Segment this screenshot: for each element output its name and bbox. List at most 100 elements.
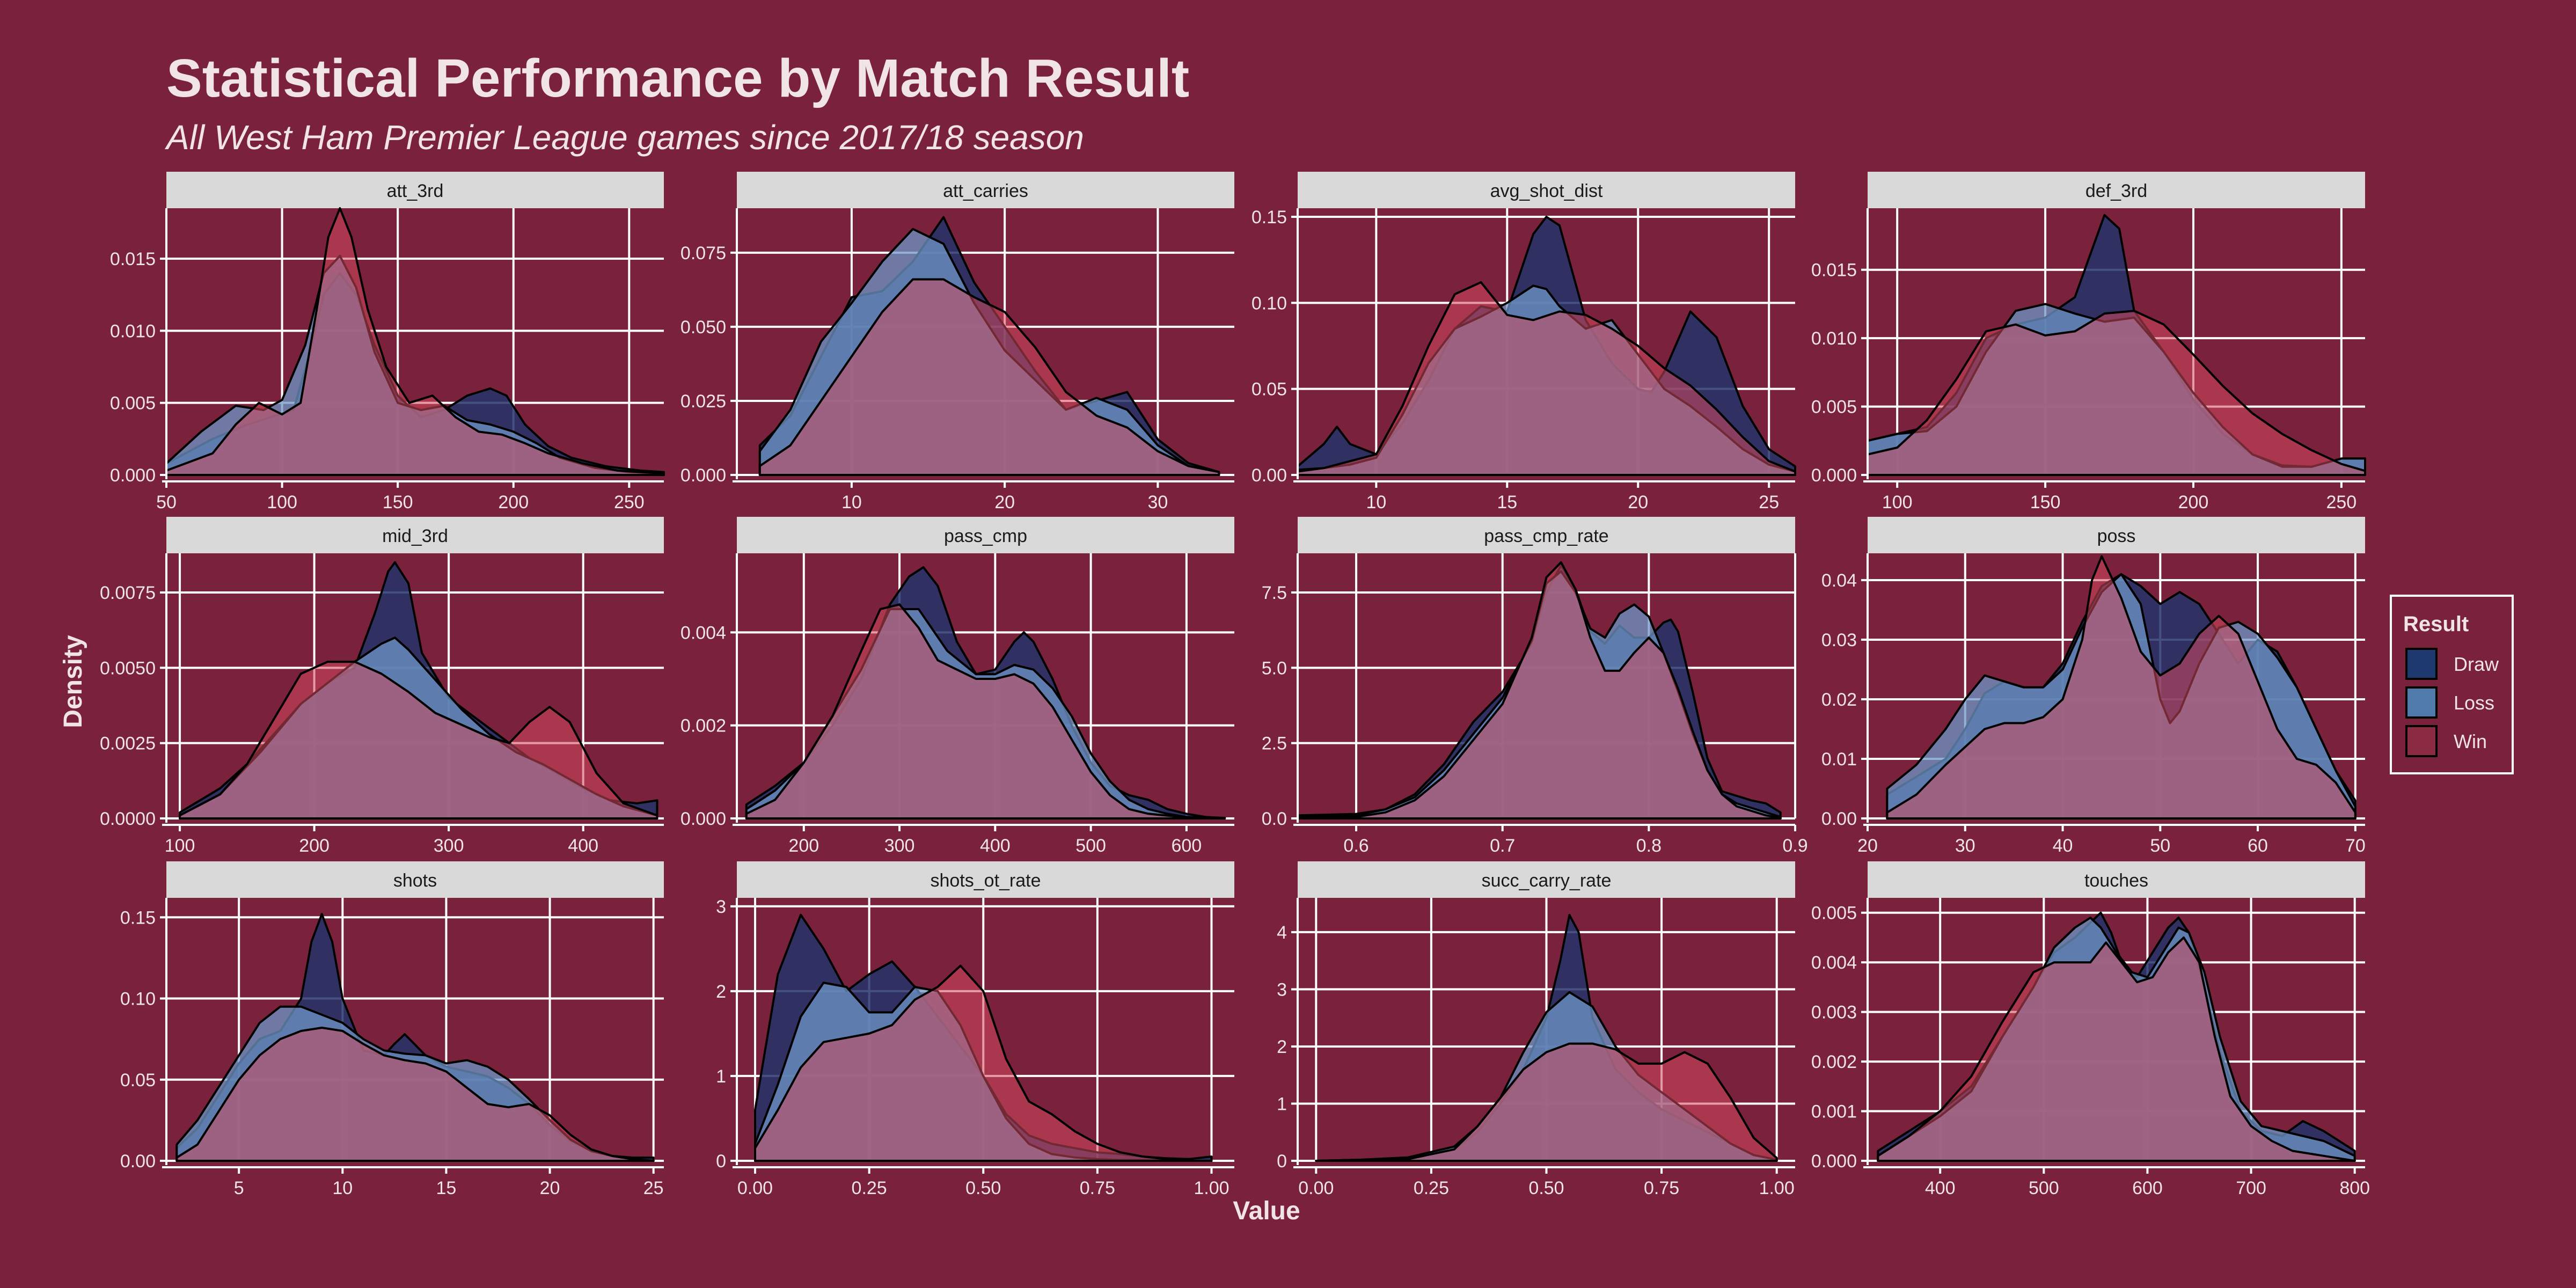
y-tick-label: 0.00 [1821, 809, 1857, 829]
facet-strip [1868, 517, 2365, 553]
facet-touches: touches 400 500 600 700 800 0.000 0.001 0.002 0.0… [1811, 861, 2370, 1198]
x-tick-label: 1.00 [1759, 1178, 1795, 1198]
facet-strip [166, 172, 664, 208]
facet-pass-cmp-rate: pass_cmp_rate 0.6 0.7 0.8 0.9 0.0 2.5 5.0 7.5 [1262, 517, 1808, 856]
y-tick-label: 0.000 [680, 809, 726, 829]
x-tick-label: 1.00 [1194, 1178, 1229, 1198]
x-tick-label: 50 [156, 492, 177, 513]
y-tick-label: 2.5 [1262, 734, 1287, 754]
density-area-win [175, 1027, 655, 1162]
x-tick-label: 800 [2339, 1178, 2370, 1198]
density-area-win [1886, 555, 2357, 819]
facet-strip-label: att_carries [943, 181, 1028, 201]
x-axis-title: Value [1233, 1197, 1300, 1225]
x-tick-label: 250 [614, 492, 645, 513]
y-axis-title: Density [59, 635, 87, 728]
x-tick-label: 50 [2150, 836, 2170, 856]
y-tick-label: 0.05 [1252, 379, 1287, 400]
y-tick-label: 0.000 [680, 465, 726, 486]
facet-strip [1868, 861, 2365, 898]
facet-strip-label: shots [393, 870, 437, 891]
x-tick-label: 10 [332, 1178, 353, 1198]
y-tick-label: 2 [1277, 1037, 1287, 1057]
facet-avg-shot-dist: avg_shot_dist 10 15 20 25 0.00 0.05 0.10 0.15 [1252, 172, 1796, 513]
x-tick-label: 200 [498, 492, 529, 513]
x-tick-label: 100 [165, 836, 195, 856]
x-tick-label: 600 [1171, 836, 1202, 856]
y-tick-label: 0.15 [120, 908, 156, 928]
facet-strip [737, 172, 1234, 208]
facet-strip-label: shots_ot_rate [930, 870, 1041, 891]
facet-strip-label: pass_cmp_rate [1484, 526, 1608, 546]
y-tick-label: 0.10 [1252, 293, 1287, 313]
x-tick-label: 0.50 [1528, 1178, 1564, 1198]
y-tick-label: 0.003 [1811, 1002, 1857, 1023]
density-area-win [165, 207, 665, 476]
y-tick-label: 0.010 [1811, 328, 1857, 349]
x-tick-label: 10 [841, 492, 862, 513]
density-area-win [758, 278, 1220, 476]
facet-strip [166, 517, 664, 553]
x-tick-label: 30 [1147, 492, 1168, 513]
x-tick-label: 20 [994, 492, 1015, 513]
x-tick-label: 250 [2326, 492, 2357, 513]
x-tick-label: 10 [1366, 492, 1386, 513]
legend-label-win: Win [2454, 730, 2487, 752]
facet-strip [1868, 172, 2365, 208]
facet-strip-label: pass_cmp [944, 526, 1027, 546]
facet-strip [1298, 172, 1795, 208]
y-tick-label: 0.000 [1811, 1151, 1857, 1172]
y-tick-label: 0.005 [1811, 903, 1857, 924]
density-area-win [745, 603, 1226, 819]
legend: Result Draw Loss Win [2390, 595, 2514, 774]
facet-strip [166, 861, 664, 898]
x-tick-label: 0.50 [965, 1178, 1001, 1198]
facet-poss: poss 20 30 40 50 60 70 0.00 0.01 0.02 0.03 0.04 [1821, 517, 2366, 856]
density-area-win [179, 661, 658, 819]
x-tick-label: 400 [568, 836, 598, 856]
y-tick-label: 0.05 [120, 1070, 156, 1091]
density-area-win [1297, 281, 1796, 476]
facet-mid-3rd: mid_3rd 100 200 300 400 0.0000 0.0025 0.0050 0.0… [100, 517, 664, 856]
y-tick-label: 0.015 [1811, 260, 1857, 281]
y-tick-label: 0.050 [680, 317, 726, 338]
x-tick-label: 25 [1759, 492, 1779, 513]
y-tick-label: 0 [716, 1151, 726, 1172]
facet-pass-cmp: pass_cmp 200 300 400 500 600 0.000 0.002 0.004 [680, 517, 1234, 856]
facet-succ-carry-rate: succ_carry_rate 0.00 0.25 0.50 0.75 1.00 0 1 2 3 4 [1277, 861, 1795, 1198]
y-tick-label: 0.15 [1252, 207, 1287, 228]
x-tick-label: 200 [2178, 492, 2209, 513]
y-tick-label: 4 [1277, 923, 1287, 943]
y-tick-label: 0.015 [110, 249, 156, 269]
y-tick-label: 2 [716, 982, 726, 1002]
facet-shots: shots 5 10 15 20 25 0.00 0.05 0.10 0.15 [120, 861, 664, 1198]
y-tick-label: 0.002 [680, 716, 726, 736]
chart-title: Statistical Performance by Match Result [166, 48, 1189, 108]
y-tick-label: 0.004 [1811, 953, 1857, 973]
facet-att-3rd: att_3rd 50 100 150 200 250 0.000 0.005 0.010 0.01… [110, 172, 665, 513]
x-tick-label: 70 [2345, 836, 2366, 856]
y-tick-label: 1 [1277, 1094, 1287, 1114]
x-tick-label: 300 [434, 836, 464, 856]
density-area-win [1877, 936, 2356, 1162]
chart-subtitle: All West Ham Premier League games since … [164, 118, 1084, 157]
y-tick-label: 0.0050 [100, 658, 156, 678]
x-tick-label: 300 [884, 836, 915, 856]
facet-strip-label: def_3rd [2085, 181, 2147, 201]
y-tick-label: 0.010 [110, 321, 156, 341]
x-tick-label: 700 [2236, 1178, 2266, 1198]
y-tick-label: 0.005 [110, 393, 156, 414]
y-tick-label: 0.04 [1821, 570, 1857, 591]
facet-strip [1298, 517, 1795, 553]
y-tick-label: 1 [716, 1066, 726, 1087]
legend-title: Result [2403, 612, 2469, 636]
x-tick-label: 30 [1955, 836, 1975, 856]
y-tick-label: 0.0075 [100, 583, 156, 603]
y-tick-label: 0.000 [110, 465, 156, 486]
legend-key-draw [2405, 648, 2438, 680]
facet-strip-label: att_3rd [387, 181, 444, 201]
facet-strip [737, 861, 1234, 898]
y-tick-label: 0.000 [1811, 465, 1857, 486]
x-tick-label: 150 [2030, 492, 2061, 513]
